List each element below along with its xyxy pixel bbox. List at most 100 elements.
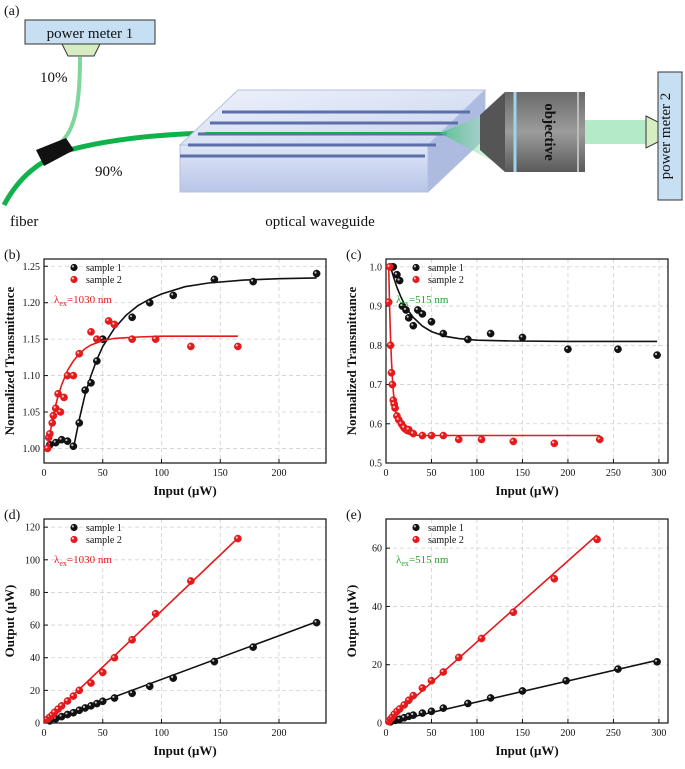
data-point [464,335,472,344]
data-point-highlight [51,413,54,416]
x-tick-label: 150 [213,468,228,479]
data-point-highlight [250,279,254,282]
data-point [593,535,601,544]
y-tick-label: 1.15 [23,335,41,346]
data-point-highlight [563,678,567,681]
data-point-highlight [441,331,444,334]
data-point-highlight [147,300,150,303]
wavelength-annotation: λex=515 nm [396,554,449,568]
data-point-highlight [401,425,405,428]
data-point [151,335,160,343]
y-axis-label: Output (μW) [2,585,17,658]
data-point-highlight [61,395,64,398]
plot-frame [385,518,669,724]
data-point [395,276,404,285]
data-point [409,691,418,700]
data-point [128,335,136,343]
data-point [63,437,72,445]
data-point [418,684,427,692]
data-point [128,635,136,644]
objective-lens [480,92,585,172]
legend-entry: sample 2 [428,535,464,546]
legend-entry: sample 1 [86,523,122,534]
data-point [43,444,52,453]
data-point-highlight [479,636,482,639]
y-tick-label: 0 [377,719,382,730]
data-point-highlight [552,441,555,444]
x-tick-label: 0 [384,468,389,479]
data-point-highlight [456,437,459,440]
wavelength-value: =515 nm [409,294,449,306]
y-tick-label: 80 [30,588,40,599]
data-point-highlight [65,438,68,442]
data-point-highlight [212,659,215,662]
data-point [409,711,418,719]
data-point-highlight [58,409,61,412]
data-point-highlight [59,714,62,717]
optical-waveguide [178,88,487,194]
data-point-highlight [441,433,444,436]
data-point [386,341,395,350]
data-point [187,577,195,585]
data-point [69,371,78,380]
x-tick-label: 100 [154,728,169,739]
legend-marker [70,263,78,272]
y-tick-label: 0 [35,719,40,730]
data-point [145,682,154,691]
data-point [550,439,559,448]
data-point-highlight [88,680,91,684]
chart-c: 0 50 100 150 200 250 300 0.5 0.6 0.7 0.8 0.9 1.0 Inpu… [344,248,669,498]
wavelength-annotation: λex=1030 nm [54,294,112,308]
data-point [614,665,622,673]
data-point [409,321,418,330]
data-point-highlight [520,688,523,691]
data-point-highlight [400,303,403,307]
data-point-highlight [94,358,97,361]
data-point-highlight [65,698,68,701]
data-point [454,435,463,444]
data-point-highlight [388,343,391,346]
data-point-highlight [391,401,395,405]
data-point [110,694,119,702]
panel-label: (c) [346,248,362,263]
x-tick-label: 200 [272,728,287,739]
legend-marker [412,535,420,544]
data-point [518,333,527,342]
x-tick-label: 300 [651,468,666,479]
data-point-highlight [100,336,103,340]
y-tick-label: 40 [30,653,40,664]
legend-marker [412,263,420,272]
data-point [75,686,84,695]
data-point-highlight [235,536,238,539]
data-point-highlight [77,420,80,423]
data-point-highlight [153,336,156,340]
x-tick-label: 0 [42,728,47,739]
data-point-highlight [520,335,523,338]
data-point-highlight [411,712,414,716]
y-tick-label: 60 [30,621,40,632]
data-point-highlight [55,391,59,394]
data-point-highlight [250,644,254,648]
data-point-highlight [52,710,55,713]
data-point-highlight [100,670,103,673]
data-point [439,668,448,676]
data-point [87,379,95,387]
data-point [385,262,394,271]
data-point [110,653,119,662]
data-point-highlight [153,611,156,614]
legend-entry: sample 2 [86,535,122,546]
data-point-highlight [394,413,397,416]
data-point [151,609,160,618]
data-point [614,345,622,354]
legend-entry: sample 1 [86,263,122,274]
data-point [169,291,178,300]
data-point [477,435,486,444]
data-point-highlight [55,706,59,710]
data-point [391,404,399,412]
y-tick-label: 120 [25,523,40,534]
data-point-highlight [401,702,405,705]
data-point-highlight [387,264,390,267]
data-point [439,431,448,440]
data-point [418,431,427,440]
data-point-highlight [420,311,423,314]
